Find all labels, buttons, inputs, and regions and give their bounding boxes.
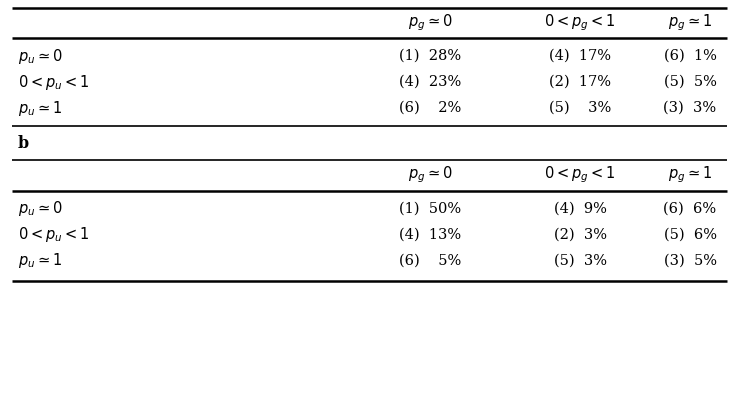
Text: $0 < p_g < 1$: $0 < p_g < 1$ — [545, 165, 616, 185]
Text: $p_g \simeq 0$: $p_g \simeq 0$ — [408, 13, 452, 33]
Text: $0 < p_g < 1$: $0 < p_g < 1$ — [545, 13, 616, 33]
Text: $p_u \simeq 1$: $p_u \simeq 1$ — [18, 99, 62, 118]
Text: (1)  50%: (1) 50% — [399, 202, 461, 216]
Text: (5)  6%: (5) 6% — [664, 228, 717, 242]
Text: $p_u \simeq 1$: $p_u \simeq 1$ — [18, 252, 62, 271]
Text: (5)    3%: (5) 3% — [549, 101, 611, 115]
Text: (1)  28%: (1) 28% — [399, 49, 461, 63]
Text: (6)    2%: (6) 2% — [399, 101, 461, 115]
Text: $p_g \simeq 1$: $p_g \simeq 1$ — [668, 165, 712, 185]
Text: $p_u \simeq 0$: $p_u \simeq 0$ — [18, 200, 63, 219]
Text: $p_g \simeq 1$: $p_g \simeq 1$ — [668, 13, 712, 33]
Text: (5)  3%: (5) 3% — [554, 254, 607, 268]
Text: b: b — [18, 135, 29, 152]
Text: (4)  23%: (4) 23% — [399, 75, 461, 89]
Text: $p_u \simeq 0$: $p_u \simeq 0$ — [18, 46, 63, 65]
Text: (4)  17%: (4) 17% — [549, 49, 611, 63]
Text: (4)  9%: (4) 9% — [554, 202, 607, 216]
Text: (2)  3%: (2) 3% — [554, 228, 607, 242]
Text: (6)  6%: (6) 6% — [664, 202, 717, 216]
Text: (2)  17%: (2) 17% — [549, 75, 611, 89]
Text: (3)  3%: (3) 3% — [664, 101, 717, 115]
Text: $p_g \simeq 0$: $p_g \simeq 0$ — [408, 165, 452, 185]
Text: (5)  5%: (5) 5% — [664, 75, 716, 89]
Text: $0 < p_u < 1$: $0 < p_u < 1$ — [18, 225, 89, 244]
Text: (4)  13%: (4) 13% — [399, 228, 461, 242]
Text: (3)  5%: (3) 5% — [664, 254, 717, 268]
Text: $0 < p_u < 1$: $0 < p_u < 1$ — [18, 72, 89, 91]
Text: (6)  1%: (6) 1% — [664, 49, 716, 63]
Text: (6)    5%: (6) 5% — [399, 254, 461, 268]
